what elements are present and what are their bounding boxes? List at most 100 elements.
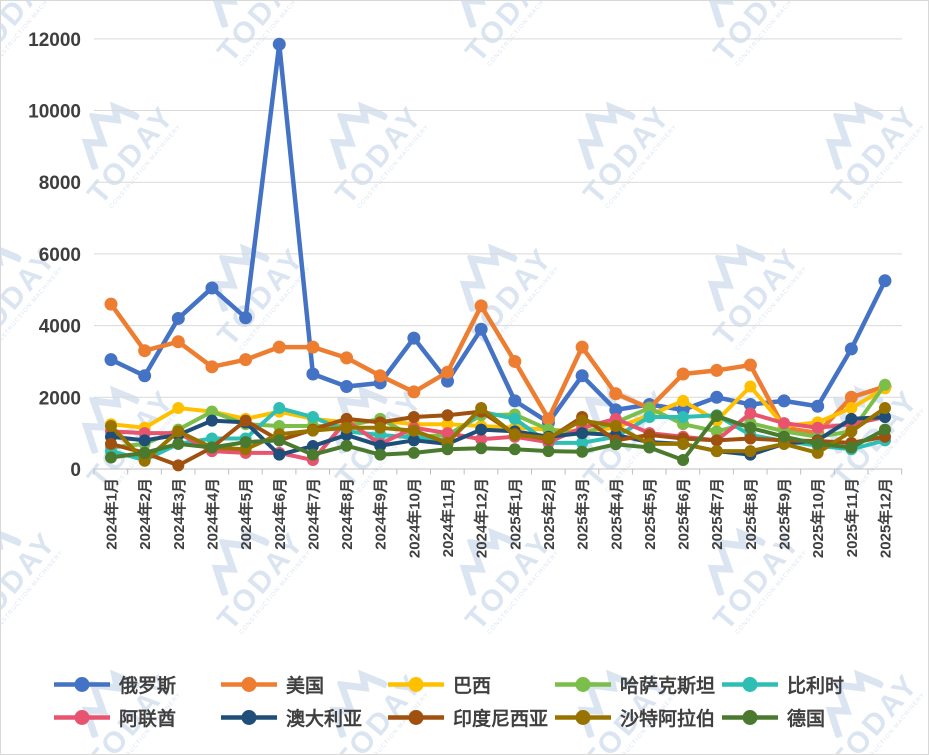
legend-label: 美国 <box>286 676 325 697</box>
marker <box>273 434 286 447</box>
watermark-logo-icon <box>329 669 389 739</box>
marker <box>306 424 319 437</box>
marker <box>744 407 757 420</box>
x-axis-label: 2025年9月 <box>776 478 794 550</box>
marker <box>171 311 185 325</box>
legend-label: 阿联酋 <box>119 709 177 730</box>
marker <box>845 441 858 454</box>
marker <box>105 451 117 464</box>
marker <box>340 421 353 434</box>
marker <box>878 378 891 391</box>
marker <box>710 390 724 404</box>
marker <box>407 446 420 459</box>
watermark-logo-icon <box>707 527 767 597</box>
marker <box>441 427 454 440</box>
marker <box>508 412 521 425</box>
marker <box>743 358 757 372</box>
marker <box>576 445 589 458</box>
marker <box>643 428 656 441</box>
marker <box>677 454 690 467</box>
marker <box>205 432 218 445</box>
marker <box>845 402 858 415</box>
marker <box>172 437 185 450</box>
x-axis-label: 2025年4月 <box>607 478 625 550</box>
marker <box>441 443 454 456</box>
x-axis-label: 2024年9月 <box>372 478 390 550</box>
marker <box>239 414 252 427</box>
marker <box>475 423 488 436</box>
legend-marker <box>555 710 611 725</box>
x-axis-label: 2024年6月 <box>271 478 289 550</box>
marker <box>575 369 589 383</box>
marker <box>844 390 858 404</box>
marker <box>542 431 555 444</box>
x-axis-label: 2025年11月 <box>843 478 861 557</box>
watermark-logo-icon <box>81 385 141 455</box>
marker <box>374 421 387 434</box>
marker <box>441 409 454 422</box>
marker <box>710 445 723 458</box>
watermark-logo-icon <box>825 101 885 171</box>
x-axis-label: 2025年5月 <box>641 478 659 550</box>
legend-marker <box>221 677 277 692</box>
marker <box>374 439 387 452</box>
legend-label: 哈萨克斯坦 <box>620 676 716 697</box>
marker <box>811 399 825 413</box>
y-axis-label: 12000 <box>28 30 81 51</box>
marker <box>340 380 354 394</box>
marker <box>373 369 387 383</box>
marker <box>643 402 656 415</box>
marker <box>576 427 589 440</box>
marker <box>811 437 824 450</box>
legend-item: 美国 <box>220 671 387 698</box>
marker <box>845 412 858 425</box>
y-axis-label: 0 <box>70 460 81 481</box>
x-axis-label: 2025年3月 <box>574 478 592 550</box>
x-axis-label: 2025年12月 <box>876 478 894 558</box>
marker <box>407 424 420 437</box>
marker <box>508 443 521 456</box>
marker <box>609 438 622 451</box>
marker <box>811 446 824 459</box>
marker <box>272 37 286 51</box>
marker <box>508 394 522 408</box>
marker <box>441 365 455 379</box>
x-axis-label: 2024年12月 <box>473 478 491 558</box>
marker <box>576 414 589 427</box>
marker <box>744 380 757 393</box>
marker <box>575 340 589 354</box>
marker <box>677 437 690 450</box>
marker <box>744 421 757 434</box>
legend-marker <box>722 677 778 692</box>
x-axis-label: 2024年2月 <box>136 478 154 550</box>
watermark-logo-icon <box>211 527 271 597</box>
legend-item: 印度尼西亚 <box>387 704 554 731</box>
marker <box>878 423 891 436</box>
marker <box>239 311 253 325</box>
marker <box>205 441 218 454</box>
marker <box>878 274 892 288</box>
legend-item: 俄罗斯 <box>53 671 220 698</box>
marker <box>542 445 555 458</box>
x-axis-label: 2025年2月 <box>540 478 558 550</box>
legend-item: 德国 <box>721 704 888 731</box>
marker <box>374 448 387 461</box>
legend-item: 澳大利亚 <box>220 704 387 731</box>
marker <box>541 412 555 426</box>
legend-label: 俄罗斯 <box>119 676 177 697</box>
marker <box>609 403 623 417</box>
marker <box>138 369 152 383</box>
x-axis-label: 2025年1月 <box>506 478 524 550</box>
marker <box>105 437 117 450</box>
marker <box>609 387 623 401</box>
marker <box>508 354 522 368</box>
legend-label: 沙特阿拉伯 <box>620 709 716 730</box>
marker <box>743 397 757 411</box>
